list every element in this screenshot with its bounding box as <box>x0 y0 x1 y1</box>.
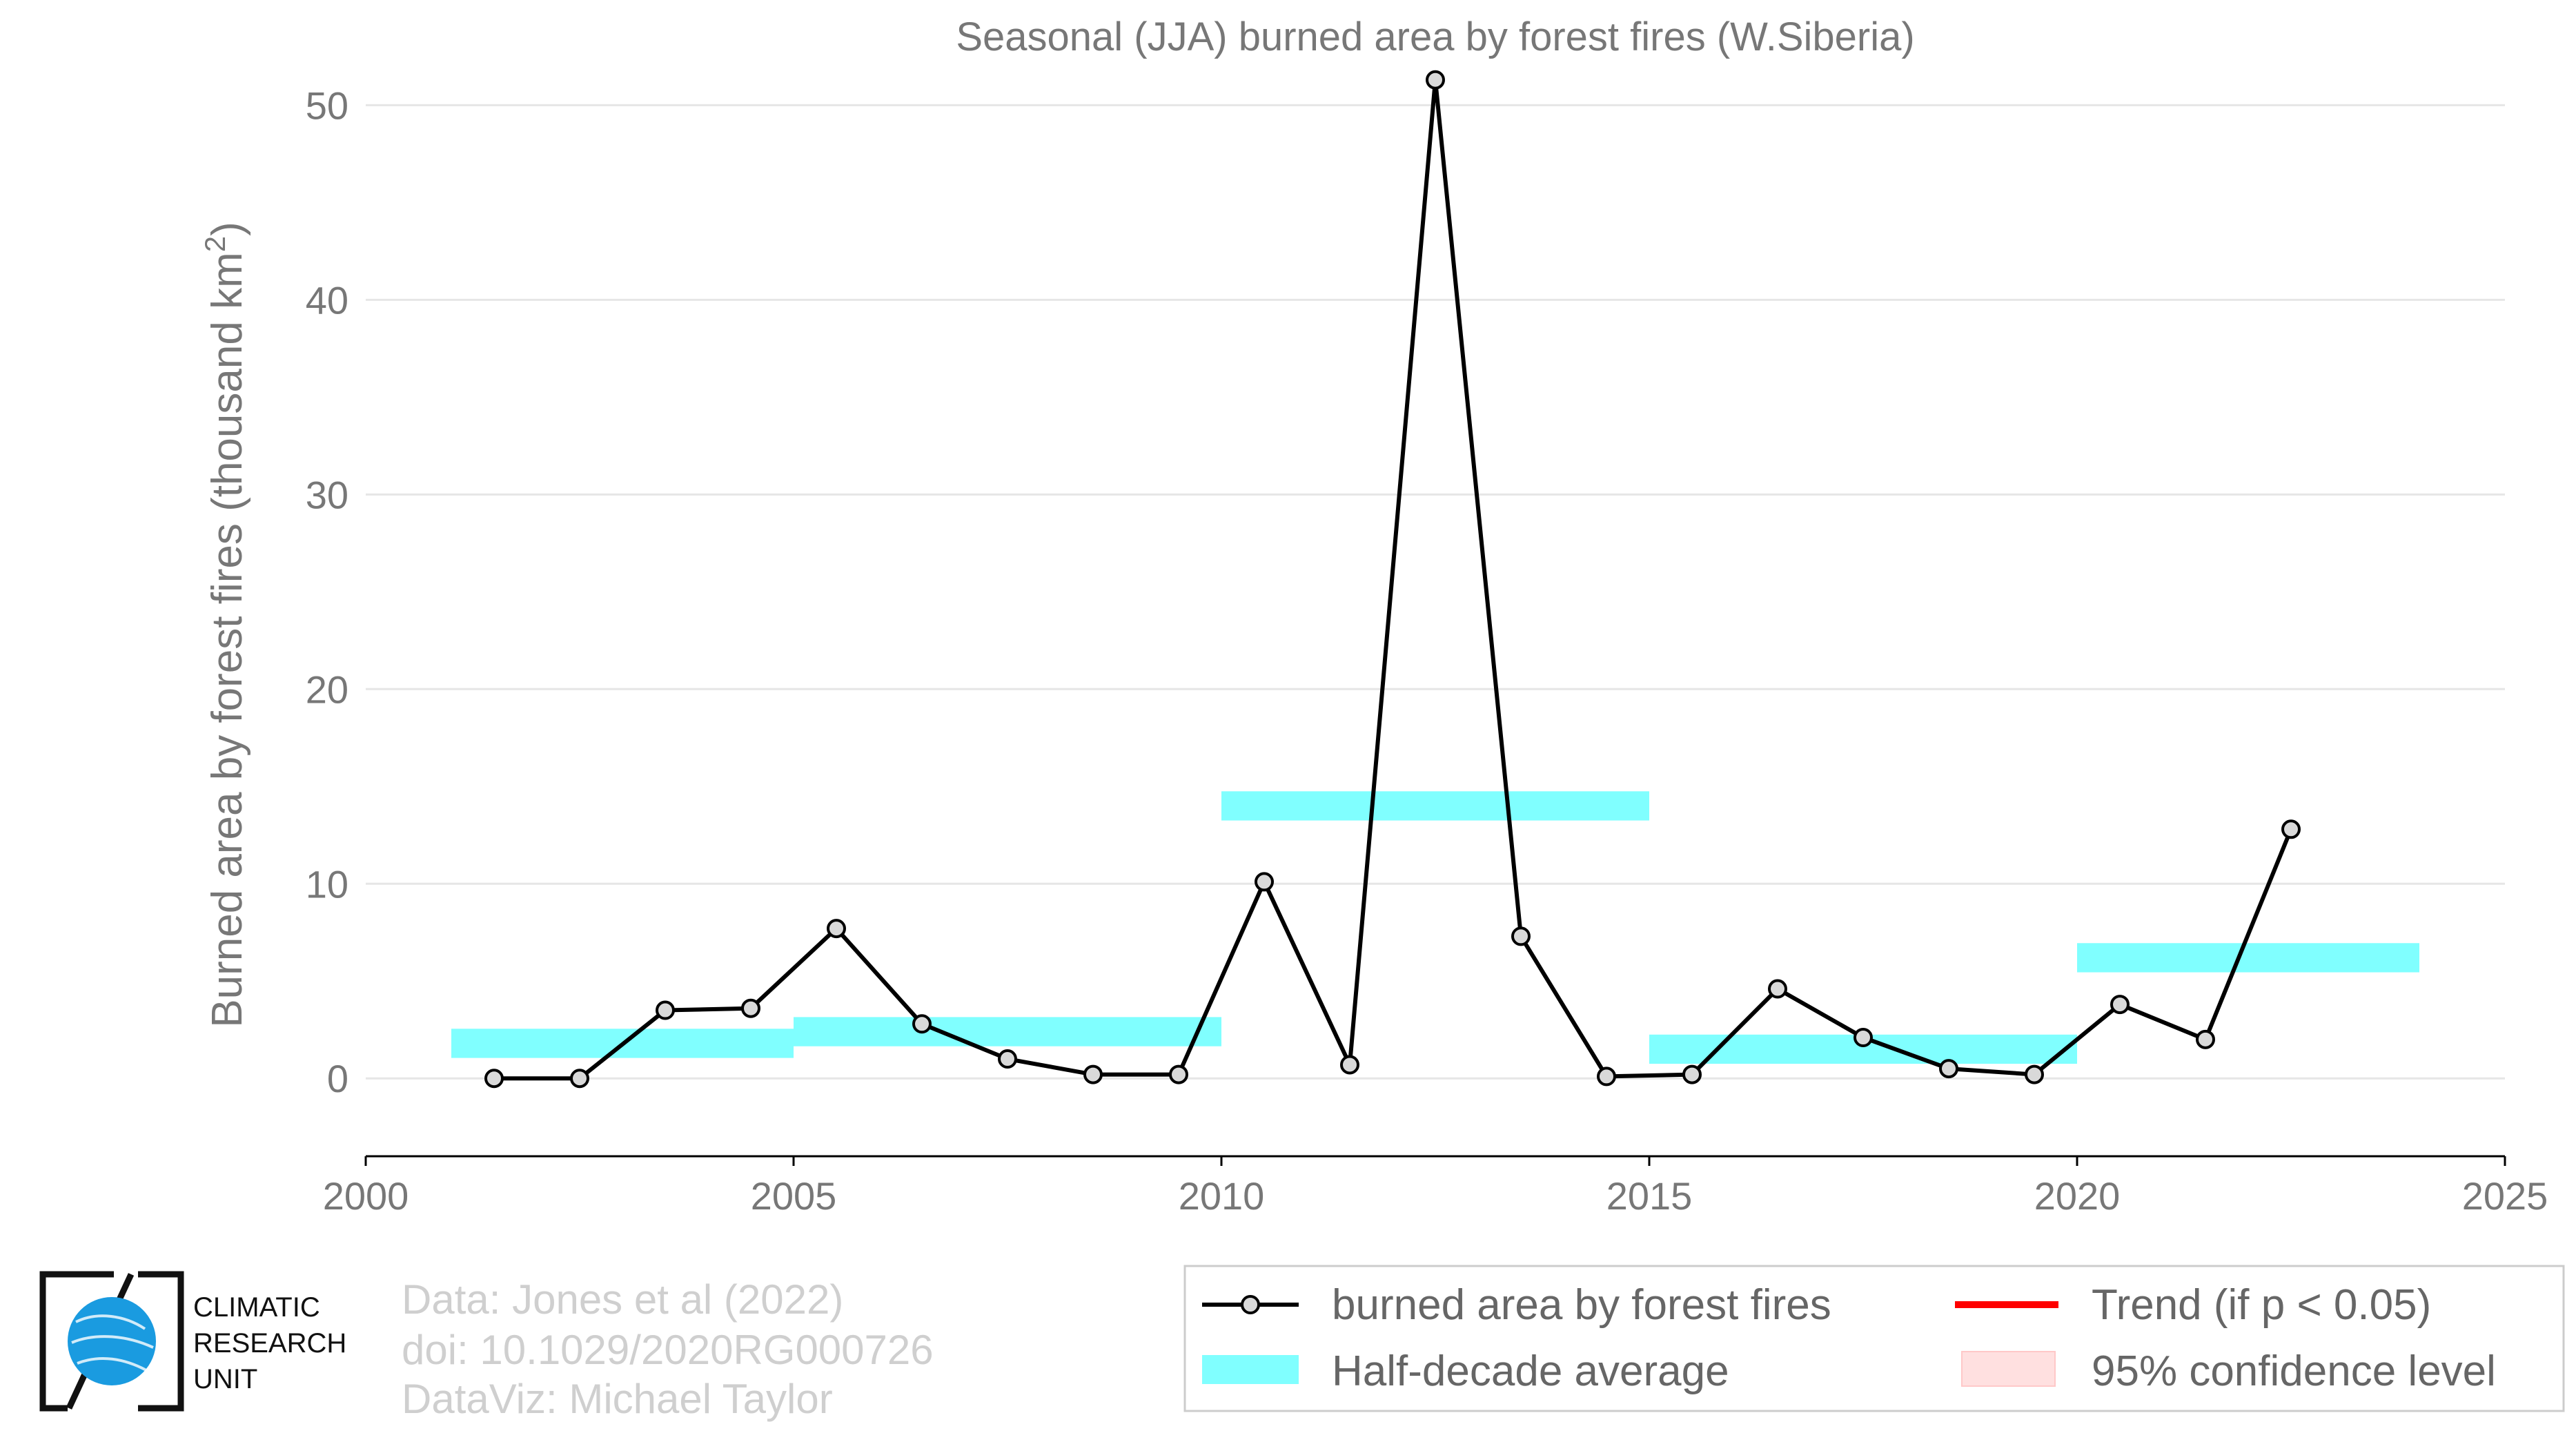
legend-swatch-burned-marker <box>1241 1295 1260 1314</box>
y-tick-label-1: 10 <box>306 862 348 906</box>
cru-logo: CLIMATIC RESEARCH UNIT <box>39 1271 346 1412</box>
x-tick-label-5: 2025 <box>2462 1174 2548 1218</box>
data-point-4 <box>827 919 846 939</box>
credits: Data: Jones et al (2022) doi: 10.1029/20… <box>402 1276 934 1422</box>
legend-box <box>1183 1265 2565 1412</box>
half-decade-average-bands <box>451 791 2419 1064</box>
x-tick-label-3: 2015 <box>1606 1174 1693 1218</box>
x-tick-label-2: 2010 <box>1179 1174 1265 1218</box>
data-point-3 <box>741 998 760 1018</box>
logo-text-unit: UNIT <box>193 1364 257 1394</box>
data-point-10 <box>1340 1055 1359 1075</box>
y-axis-label-close: ) <box>204 222 251 236</box>
legend-swatch-confidence <box>1961 1351 2056 1387</box>
data-point-11 <box>1426 70 1445 90</box>
legend-swatch-half-decade <box>1202 1355 1299 1384</box>
data-point-0 <box>484 1069 504 1089</box>
data-point-1 <box>570 1069 589 1089</box>
logo-text-research: RESEARCH <box>193 1328 346 1359</box>
legend-label-confidence: 95% confidence level <box>2092 1347 2496 1395</box>
globe-icon <box>68 1297 156 1385</box>
credit-dataviz: DataViz: Michael Taylor <box>402 1376 833 1422</box>
legend-label-half-decade: Half-decade average <box>1332 1347 1729 1395</box>
data-point-2 <box>656 1000 675 1020</box>
data-point-18 <box>2025 1064 2044 1084</box>
chart-title: Seasonal (JJA) burned area by forest fir… <box>956 14 1914 59</box>
logo-bracket-right <box>138 1271 184 1412</box>
y-tick-label-5: 50 <box>306 84 348 127</box>
data-point-5 <box>912 1014 932 1034</box>
logo-bracket-left <box>39 1271 114 1412</box>
data-point-8 <box>1169 1064 1188 1084</box>
credit-data: Data: Jones et al (2022) <box>402 1276 843 1323</box>
y-tick-label-3: 30 <box>306 473 348 516</box>
legend: burned area by forest fires Trend (if p … <box>1183 1265 2565 1412</box>
y-axis-label-superscript: 2 <box>199 236 231 252</box>
half-decade-band-4 <box>2077 943 2419 973</box>
y-tick-label-4: 40 <box>306 278 348 322</box>
half-decade-band-2 <box>1221 791 1649 821</box>
x-tick-label-4: 2020 <box>2034 1174 2121 1218</box>
burned-area-series <box>484 70 2301 1089</box>
data-point-9 <box>1255 872 1274 892</box>
legend-label-trend: Trend (if p < 0.05) <box>2092 1281 2431 1329</box>
x-tick-label-1: 2005 <box>751 1174 837 1218</box>
grid-lines <box>366 104 2505 1080</box>
data-point-13 <box>1597 1067 1616 1087</box>
data-point-21 <box>2281 819 2301 839</box>
y-axis-label: Burned area by forest fires (thousand km… <box>199 222 251 1027</box>
logo-text-climatic: CLIMATIC <box>193 1292 320 1323</box>
x-tick-label-0: 2000 <box>323 1174 409 1218</box>
data-point-19 <box>2110 995 2130 1015</box>
data-point-12 <box>1511 926 1531 946</box>
y-tick-label-2: 20 <box>306 668 348 711</box>
data-point-14 <box>1682 1064 1702 1084</box>
y-tick-label-0: 0 <box>327 1057 348 1100</box>
y-tick-labels: 0 10 20 30 40 50 <box>306 84 348 1100</box>
credit-doi: doi: 10.1029/2020RG000726 <box>402 1327 934 1373</box>
y-axis-label-main: Burned area by forest fires (thousand km <box>204 252 251 1027</box>
globe-swirl-icon <box>71 1314 154 1372</box>
half-decade-band-1 <box>794 1017 1221 1046</box>
data-point-17 <box>1939 1059 1958 1079</box>
data-point-15 <box>1768 979 1787 999</box>
legend-label-burned: burned area by forest fires <box>1332 1281 1831 1329</box>
series-line <box>494 77 2293 1081</box>
data-point-16 <box>1854 1028 1873 1048</box>
x-axis: 2000 2005 2010 2015 2020 2025 <box>323 1155 2548 1218</box>
data-point-20 <box>2196 1029 2215 1049</box>
data-point-6 <box>998 1049 1017 1069</box>
data-point-7 <box>1083 1064 1103 1084</box>
